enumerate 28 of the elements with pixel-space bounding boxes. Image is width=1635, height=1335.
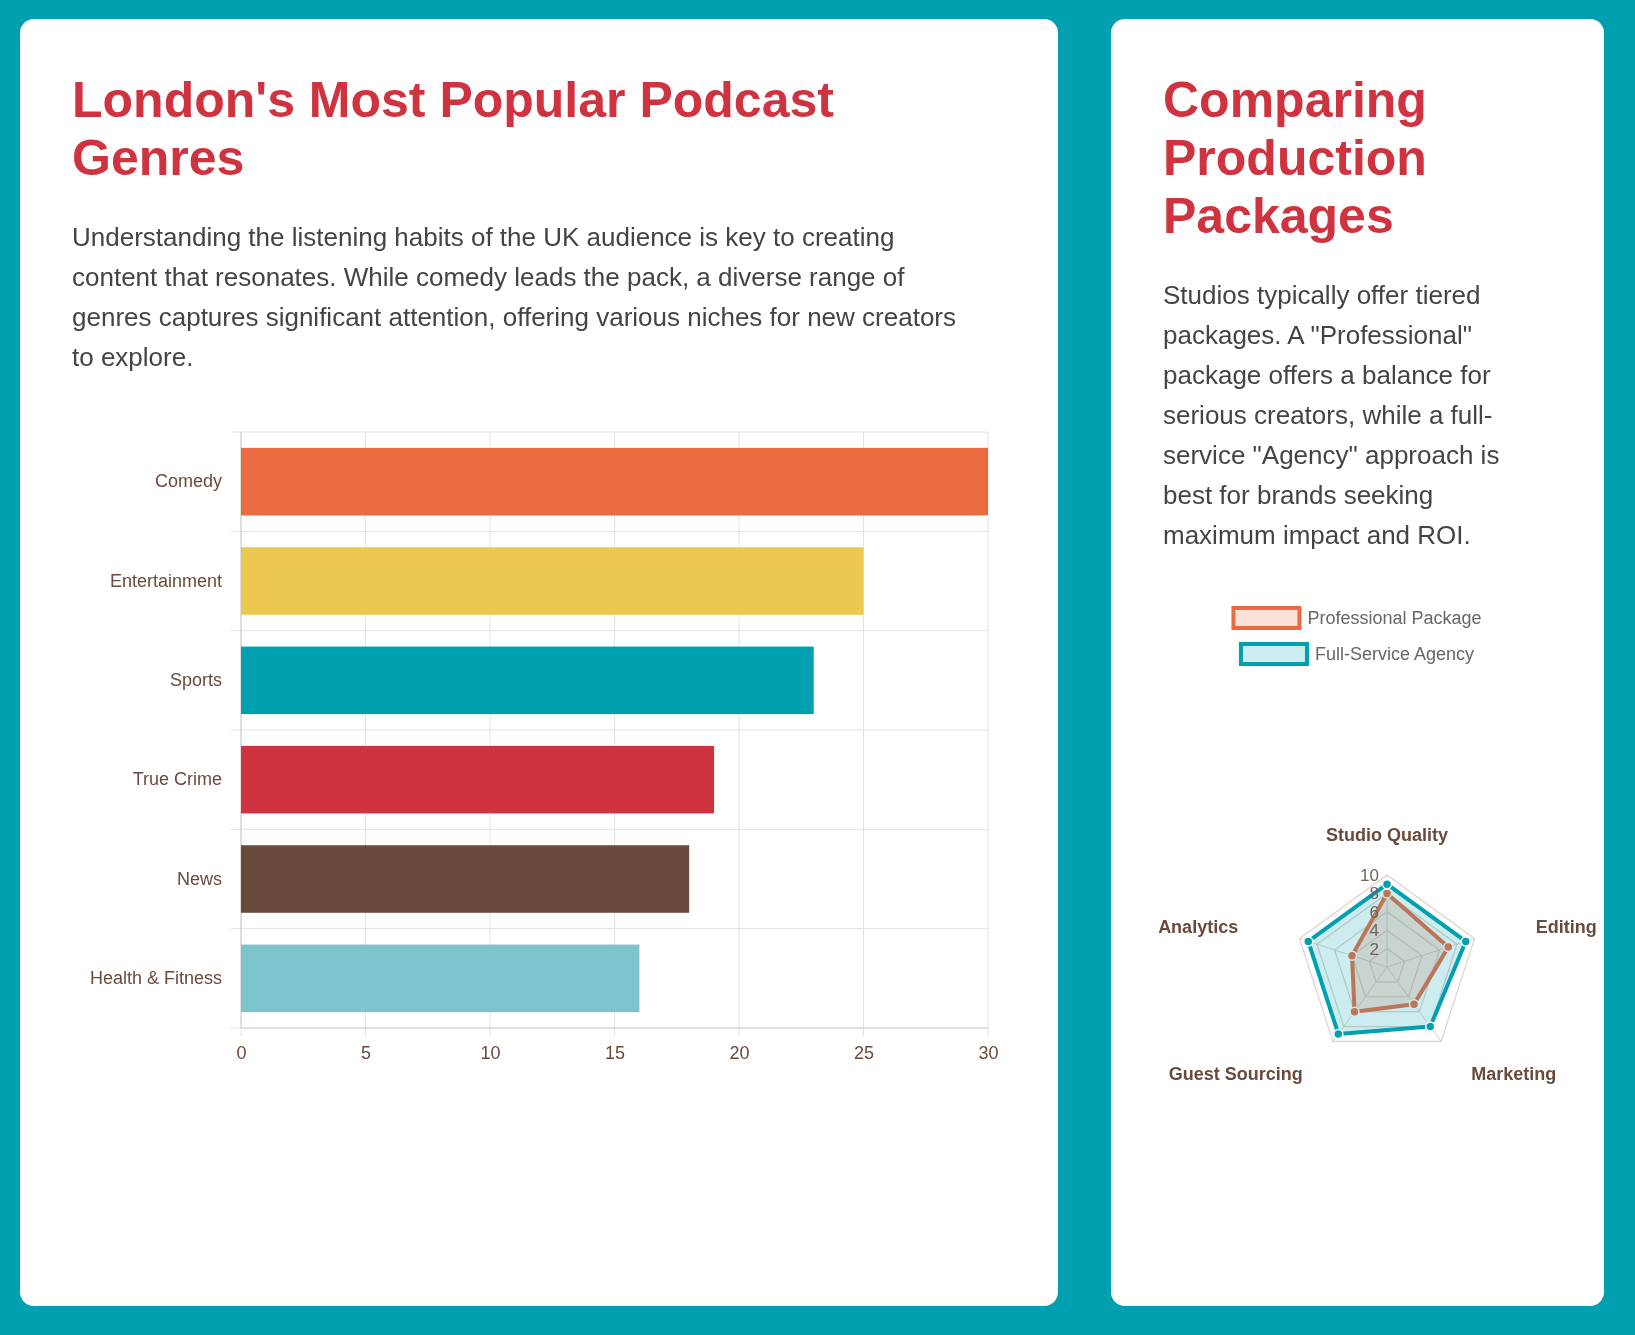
x-tick-label: 5: [360, 1042, 372, 1063]
chart-subtitle: Understanding the listening habits of the UK audience is key to creating content that resonates. While comedy leads the pack, a diverse range of genres captures significant attention, offering various niches for new creators to explore.: [72, 221, 957, 374]
y-tick-label: 10: [1360, 865, 1379, 885]
y-tick-label: Sports: [169, 670, 222, 691]
x-tick-label: 15: [604, 1042, 626, 1063]
spoke-label: Marketing: [1471, 1064, 1557, 1085]
y-tick-label: 8: [1369, 884, 1379, 904]
y-tick-label: News: [176, 868, 222, 889]
chart-title: Comparing Production Packages: [1163, 71, 1428, 245]
y-tick-label: True Crime: [132, 769, 222, 790]
x-tick-label: 20: [729, 1042, 750, 1063]
legend-label: Professional Package: [1307, 608, 1482, 629]
spoke-label: Analytics: [1158, 916, 1239, 937]
x-tick-label: 30: [978, 1042, 999, 1063]
y-tick-label: 2: [1369, 939, 1379, 959]
y-tick-label: Entertainment: [109, 570, 222, 591]
x-tick-label: 0: [236, 1042, 247, 1063]
y-tick-label: Comedy: [154, 471, 222, 492]
spoke-label: Editing: [1535, 916, 1597, 937]
spoke-label: Guest Sourcing: [1168, 1064, 1303, 1085]
legend-label: Full-Service Agency: [1314, 644, 1475, 665]
chart-title: London's Most Popular Podcast Genres: [72, 71, 835, 187]
x-tick-label: 25: [853, 1042, 875, 1063]
x-tick-label: 10: [480, 1042, 501, 1063]
y-tick-label: 4: [1369, 921, 1379, 941]
y-tick-label: Health & Fitness: [89, 968, 222, 989]
spoke-label: Studio Quality: [1325, 825, 1449, 846]
chart-subtitle: Studios typically offer tiered packages. A "Professional" package offers a balance for serious creators, while a full-service "Agency" approach is best for brands seeking maximum impact and ROI.: [1163, 279, 1501, 552]
